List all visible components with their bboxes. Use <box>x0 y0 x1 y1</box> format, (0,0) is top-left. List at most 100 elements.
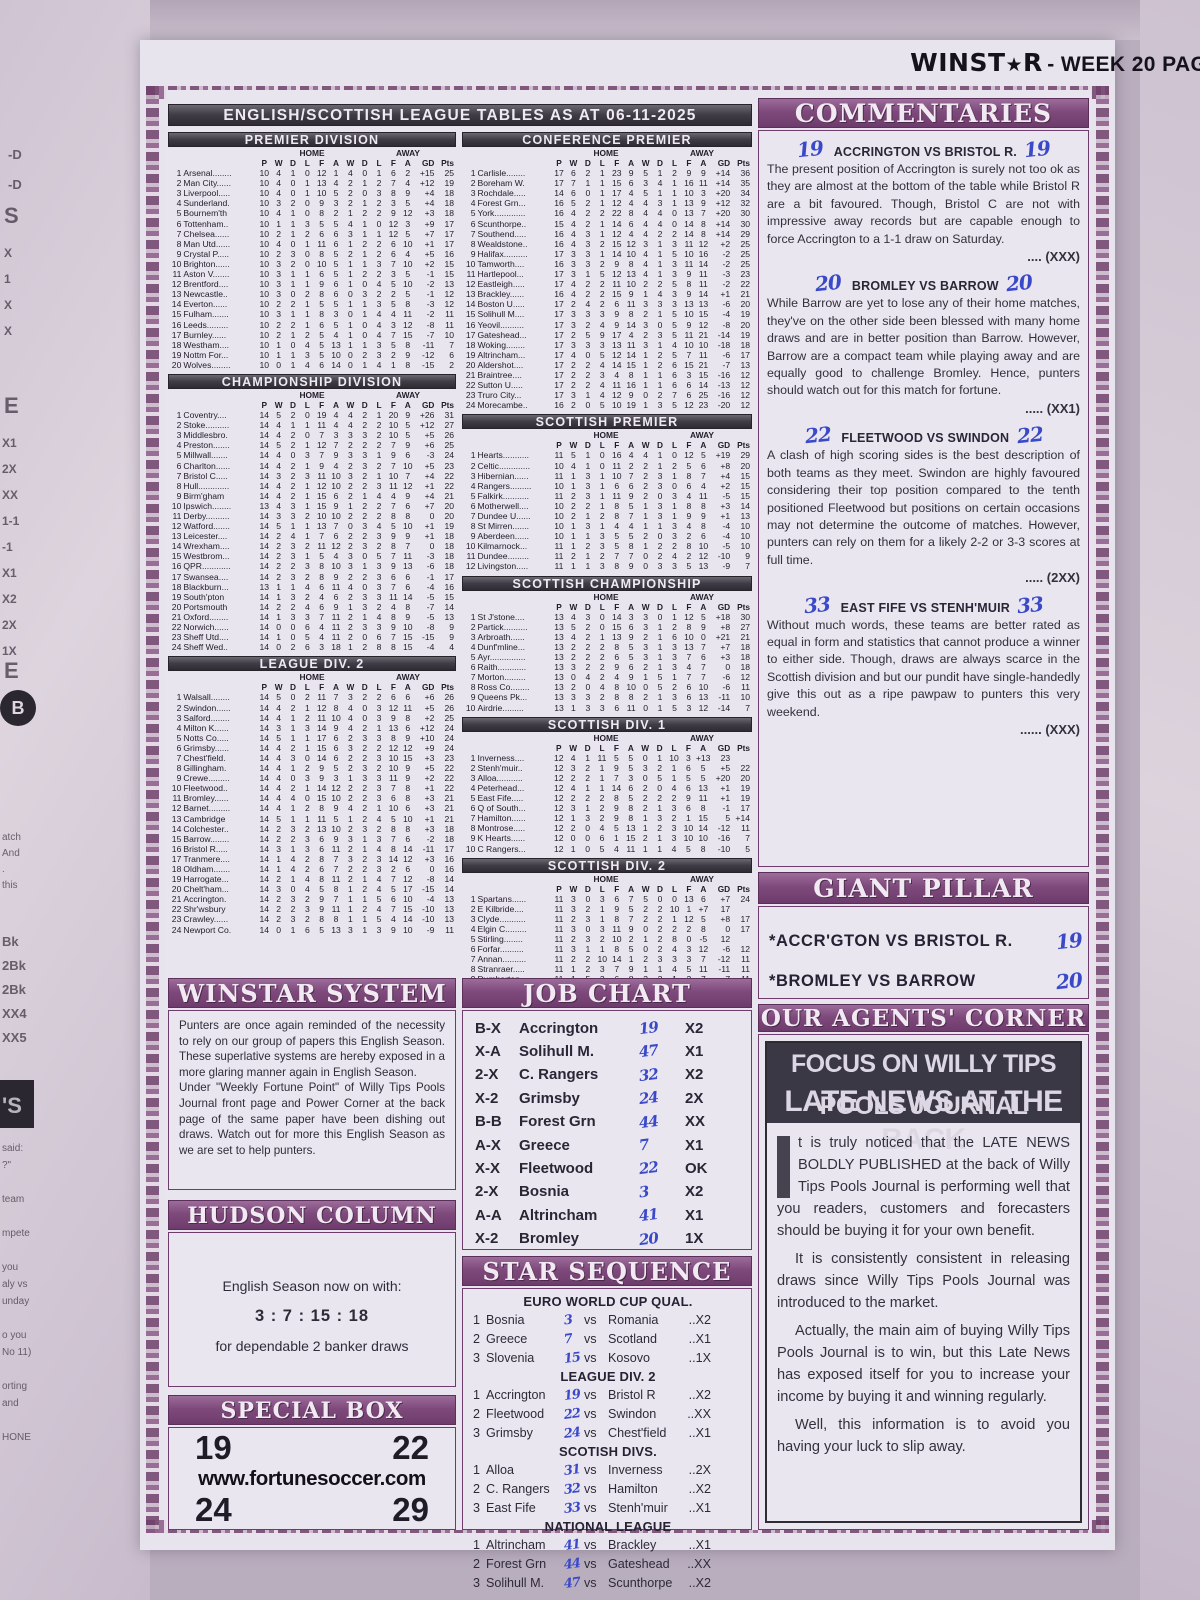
special-box-title: SPECIAL BOX <box>168 1395 456 1425</box>
star-sequence-row: 2 Fleetwood 22 vs Swindon ..XX <box>473 1405 743 1424</box>
table-title: SCOTTISH DIV. 1 <box>462 716 752 732</box>
handwritten-mark: 41 <box>637 1205 659 1226</box>
away-team: Brackley <box>608 1538 657 1552</box>
job-tip: X2 <box>685 1183 704 1201</box>
special-box-url[interactable]: www.fortunesoccer.com <box>198 1467 426 1490</box>
row-index: 3 <box>473 1426 481 1440</box>
giant-pillar-fixture: *ACCR'GTON VS BRISTOL R. <box>769 932 1013 950</box>
table-row: 18 Blackburn... 13 1 1 4 6 11 4 0 3 7 6 -4 16 <box>171 581 454 592</box>
bg-scrap-e1: E <box>4 393 19 418</box>
forecast-code: ..X2 <box>688 1313 711 1327</box>
star-sequence-group-heading: LEAGUE DIV. 2 <box>560 1369 656 1384</box>
giant-pillar-row: *BROMLEY VS BARROW 20 <box>769 961 1084 1001</box>
commentary-forecast-code: .... (XXX) <box>1027 249 1080 265</box>
handwritten-mark: 3 <box>563 1312 573 1329</box>
league-table-conference-premier: CONFERENCE PREMIER HOME AWAY P W D L F A W D L F A GD P… <box>462 132 752 410</box>
league-table-scottish-div-1: SCOTTISH DIV. 1 HOME AWAY P W D L F A W D L F A GD Pts 1… <box>462 716 752 854</box>
ad-paragraph-1: t is truly noticed that the LATE NEWS BO… <box>777 1135 1070 1239</box>
table-title: LEAGUE DIV. 2 <box>168 656 456 672</box>
table-row: 13 Cambridge 14 5 1 1 11 5 1 2 4 5 10 +1 21 <box>171 813 454 824</box>
job-team: Bosnia <box>519 1183 570 1201</box>
table-row: 9 Crystal P..... 10 2 3 0 8 5 2 1 2 6 4 +5 16 <box>176 248 454 259</box>
table-row: 17 Burnley...... 10 2 1 2 5 4 1 0 4 7 15 -7 10 <box>171 329 454 340</box>
star-icon: ★ <box>1005 54 1024 76</box>
home-team: Alloa <box>486 1463 515 1477</box>
handwritten-mark: 32 <box>563 1481 581 1498</box>
table-row: 8 Man Utd...... 10 4 0 1 11 6 1 2 2 6 10 +1 17 <box>176 238 454 249</box>
commentary-fixture: BROMLEY VS BARROW <box>851 279 999 294</box>
table-row: 5 Falkirk........... 11 2 3 1 11 9 2 0 3 4 11 -5 15 <box>470 490 750 501</box>
table-row: 4 Forest Grn... 16 5 2 1 12 4 4 3 1 13 9 +12 32 <box>470 198 750 209</box>
job-code: A-X <box>475 1136 501 1154</box>
commentary-text: Without much words, these teams are bett… <box>767 617 1080 719</box>
handwritten-mark: 47 <box>637 1041 659 1062</box>
away-team: Gateshead <box>608 1557 670 1571</box>
job-chart-row: A-A Altrincham 41 X1 <box>475 1204 751 1227</box>
table-row: 20 Aldershot.... 17 2 2 4 14 15 1 2 6 15 21 -7 13 <box>465 359 750 370</box>
row-index: 1 <box>473 1313 481 1327</box>
table-row: 13 Newcastle.. 10 3 0 2 8 6 0 3 2 2 5 -1 12 <box>171 289 454 300</box>
ad-paragraph-2: It is consistently consistent in releasi… <box>777 1251 1070 1311</box>
table-body: P W D L F A W D L F A GD Pts 1 Hearts........... 11 5 1 0 1… <box>462 440 752 571</box>
table-body: P W D L F A W D L F A GD Pts 1 Coventry.... 14 5 2 0 19 4 4 2 1… <box>168 400 456 652</box>
table-row: 3 Clyde........... 11 2 3 1 8 7 2 2 1 12 5 +8 17 <box>470 913 750 924</box>
handwritten-mark: 20 <box>1054 967 1084 995</box>
table-row: 7 Bristol C..... 14 3 2 3 11 10 3 2 1 10 7 +4 22 <box>176 470 454 481</box>
table-row: 7 Chelsea...... 10 2 1 2 6 6 3 1 1 12 5 +7 17 <box>176 228 454 239</box>
table-row: 11 Dundee......... 11 2 1 2 7 7 0 2 4 2 12 -10 9 <box>466 551 750 562</box>
commentary-headline: 22 FLEETWOOD VS SWINDON 22 <box>767 422 1080 449</box>
table-row: 19 South'pton 14 1 3 2 4 6 2 3 3 11 14 -5 15 <box>171 591 454 602</box>
bg-scrap-left-codes: -D -D <box>8 147 22 192</box>
bg-scrap-bk: Bk 2Bk 2Bk XX4 XX5 <box>2 934 27 1045</box>
forecast-code: ..XX <box>687 1557 711 1571</box>
handwritten-mark: 44 <box>563 1556 581 1573</box>
table-row: 2 Partick.......... 13 5 2 0 15 6 3 1 2 8 9 +8 27 <box>470 621 750 632</box>
winstar-system-panel: Punters are once again reminded of the n… <box>168 1010 456 1190</box>
job-code: X-2 <box>475 1230 499 1248</box>
league-table-scottish-championship: SCOTTISH CHAMPIONSHIP HOME AWAY P W D L F A W D L F A… <box>462 575 752 713</box>
table-row: 10 Airdrie......... 13 1 3 3 6 11 0 1 5 3 12 -14 7 <box>465 702 750 713</box>
vs-label: vs <box>584 1557 597 1571</box>
table-row: 12 Brentford.... 10 3 1 1 9 6 1 0 4 5 10 -2 13 <box>171 279 454 290</box>
commentary-forecast-code: ...... (XXX) <box>1020 721 1080 737</box>
table-row: 7 Chest'field. 14 4 3 0 14 6 2 2 3 10 15 +3 23 <box>176 752 454 763</box>
table-row: 3 Hibernian...... 11 1 3 1 10 7 2 3 1 8 7 +4 15 <box>470 470 750 481</box>
table-row: 7 Dundee U...... 10 2 1 2 8 7 1 3 1 9 9 +1 13 <box>470 511 750 521</box>
league-table-premier-division: PREMIER DIVISION HOME AWAY P W D L F A W D L F A GD Pts… <box>168 132 456 370</box>
bg-scrap-para1: atch And. this <box>2 832 21 891</box>
masthead-brand: WINST★R <box>910 48 1043 77</box>
commentary-headline: 19 ACCRINGTON VS BRISTOL R. 19 <box>767 136 1080 163</box>
table-row: 18 Westham.... 10 1 0 4 5 13 1 1 3 5 8 -11 7 <box>171 339 454 350</box>
hudson-column-title: HUDSON COLUMN <box>168 1200 456 1230</box>
star-sequence-row: 2 Forest Grn 44 vs Gateshead ..XX <box>473 1555 743 1574</box>
table-row: 9 Halifax.......... 17 3 3 1 14 10 4 1 5 10 16 -2 25 <box>470 248 750 259</box>
table-row: 21 Accrington. 14 2 3 2 9 7 1 1 5 6 10 -4 13 <box>171 894 454 905</box>
row-index: 2 <box>473 1332 481 1346</box>
forecast-code: ..X2 <box>688 1388 711 1402</box>
table-row: 8 St Mirren....... 10 1 3 1 4 4 1 1 3 4 8 -4 10 <box>470 521 750 532</box>
table-row: 8 Montrose..... 12 2 0 4 5 13 1 2 3 10 14 -12 11 <box>470 823 750 834</box>
table-title: SCOTTISH CHAMPIONSHIP <box>462 575 752 591</box>
table-column-headers: P W D L F A W D L F A GD Pts <box>261 158 454 168</box>
table-body: P W D L F A W D L F A GD Pts 1 St J'stone.... 13 4 3 0 14 3 3… <box>462 602 752 713</box>
away-team: Stenh'muir <box>608 1501 668 1515</box>
table-row: 10 C Rangers... 12 1 0 5 4 11 1 1 4 5 8 -10 5 <box>465 843 750 854</box>
table-row: 10 Ipswich........ 13 4 3 1 15 9 1 2 2 7 6 +7 20 <box>171 500 454 511</box>
table-row: 8 Wealdstone.. 16 4 3 2 15 12 3 1 3 11 12 +2 25 <box>470 238 750 249</box>
table-title: PREMIER DIVISION <box>168 132 456 147</box>
handwritten-mark-right: 33 <box>1016 591 1045 618</box>
job-chart-row: X-2 Bromley 20 1X <box>475 1228 751 1251</box>
table-body: P W D L F A W D L F A GD Pts 1 Arsenal........ 10 4 1 0 12 1… <box>168 158 456 370</box>
row-index: 2 <box>473 1482 481 1496</box>
table-row: 19 Nottm For... 10 1 1 3 5 10 0 2 3 2 9 -12 6 <box>171 349 454 360</box>
winstar-system-title: WINSTAR SYSTEM <box>168 978 456 1008</box>
job-team: Grimsby <box>519 1089 580 1107</box>
away-team: Scunthorpe <box>608 1576 673 1590</box>
handwritten-mark-left: 33 <box>802 591 831 618</box>
handwritten-mark: 31 <box>563 1462 581 1479</box>
table-row: 24 Sheff Wed.. 14 0 2 6 3 18 1 2 8 8 15 -4 4 <box>171 642 454 653</box>
job-team: Bromley <box>519 1230 580 1248</box>
job-chart-row: 2-X C. Rangers 32 X2 <box>475 1064 751 1087</box>
table-row: 23 Crawley...... 14 2 3 2 8 8 1 1 5 4 14 -10 13 <box>171 914 454 925</box>
